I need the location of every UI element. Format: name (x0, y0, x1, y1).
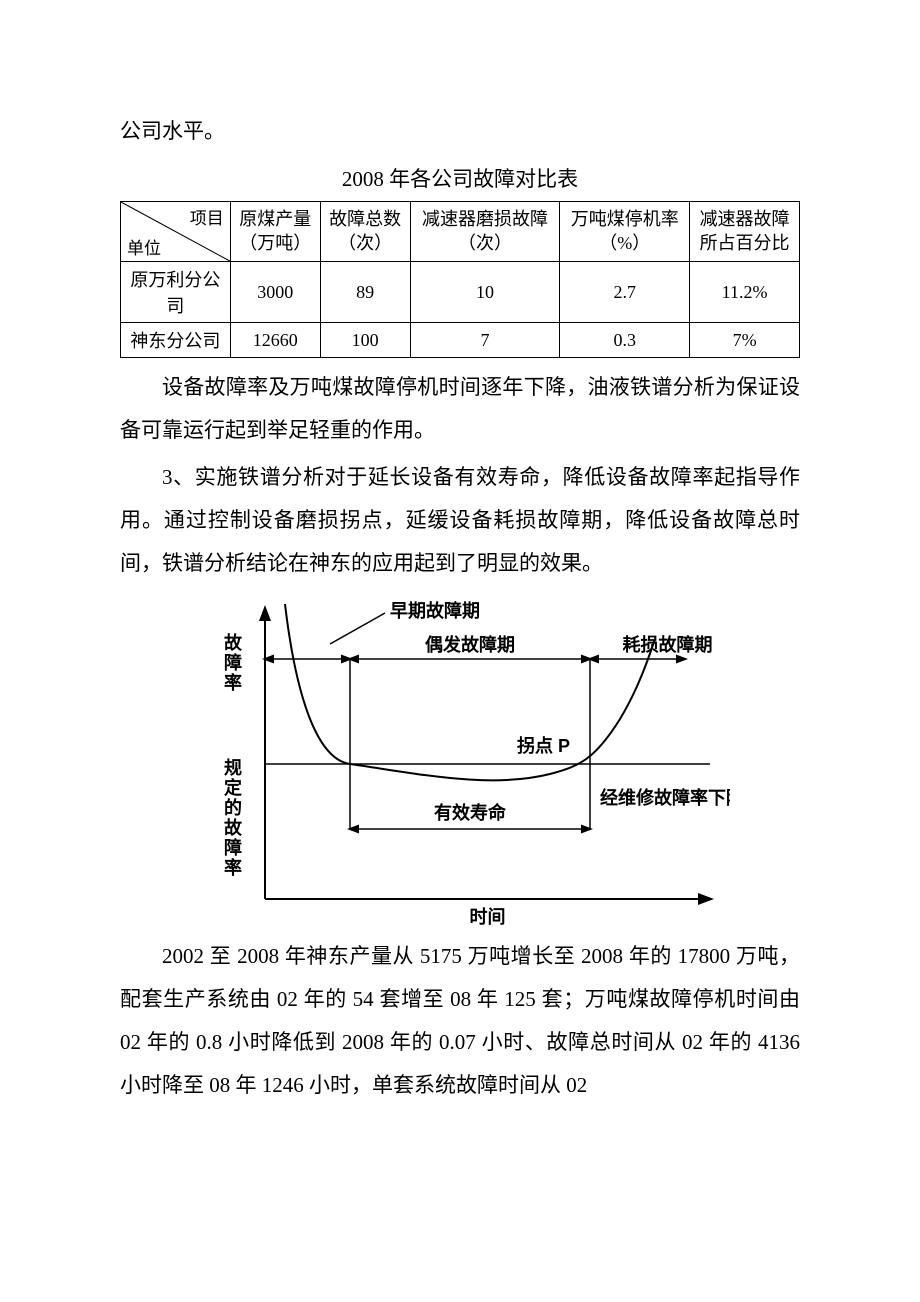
svg-text:时间: 时间 (470, 907, 506, 927)
bathtub-diagram: 早期故障期偶发故障期耗损故障期拐点 P有效寿命经维修故障率下降故障率规定的故障率… (190, 599, 730, 929)
svg-text:障: 障 (224, 837, 242, 858)
svg-text:经维修故障率下降: 经维修故障率下降 (600, 787, 730, 808)
svg-text:定: 定 (224, 777, 242, 798)
table-diagonal-header: 项目 单位 (121, 202, 231, 262)
table-title: 2008 年各公司故障对比表 (120, 163, 800, 193)
table-row: 原万利分公司300089102.711.2% (121, 262, 800, 323)
col-header: 减速器磨损故障 （次） (410, 202, 560, 262)
table-cell: 89 (320, 262, 410, 323)
row-label: 神东分公司 (121, 323, 231, 358)
col-header: 减速器故障 所占百分比 (690, 202, 800, 262)
svg-text:的: 的 (224, 797, 242, 818)
svg-text:规: 规 (224, 758, 242, 778)
svg-text:故: 故 (224, 632, 243, 653)
top-fragment: 公司水平。 (120, 110, 800, 153)
table-row: 神东分公司1266010070.37% (121, 323, 800, 358)
svg-text:偶发故障期: 偶发故障期 (425, 634, 515, 655)
para-after-table: 设备故障率及万吨煤故障停机时间逐年下降，油液铁谱分析为保证设备可靠运行起到举足轻… (120, 366, 800, 452)
svg-text:拐点 P: 拐点 P (517, 735, 570, 756)
table-cell: 7 (410, 323, 560, 358)
svg-text:早期故障期: 早期故障期 (390, 600, 480, 621)
col-header: 原煤产量 （万吨） (230, 202, 320, 262)
table-cell: 7% (690, 323, 800, 358)
svg-text:耗损故障期: 耗损故障期 (623, 634, 713, 655)
row-label: 原万利分公司 (121, 262, 231, 323)
table-cell: 11.2% (690, 262, 800, 323)
table-cell: 10 (410, 262, 560, 323)
svg-text:有效寿命: 有效寿命 (434, 802, 507, 823)
comparison-table: 项目 单位 原煤产量 （万吨） 故障总数 （次） 减速器磨损故障 （次） 万吨煤… (120, 201, 800, 358)
col-header: 万吨煤停机率 （%） (560, 202, 690, 262)
diagonal-bottom-label: 单位 (127, 234, 161, 259)
svg-text:率: 率 (224, 672, 242, 693)
col-header: 故障总数 （次） (320, 202, 410, 262)
table-cell: 100 (320, 323, 410, 358)
table-cell: 12660 (230, 323, 320, 358)
table-cell: 0.3 (560, 323, 690, 358)
table-cell: 2.7 (560, 262, 690, 323)
diagonal-top-label: 项目 (190, 204, 224, 229)
svg-text:障: 障 (224, 652, 242, 673)
svg-text:故: 故 (224, 817, 243, 838)
table-cell: 3000 (230, 262, 320, 323)
svg-text:率: 率 (224, 857, 242, 878)
para-bottom: 2002 至 2008 年神东产量从 5175 万吨增长至 2008 年的 17… (120, 935, 800, 1107)
table-header-row: 项目 单位 原煤产量 （万吨） 故障总数 （次） 减速器磨损故障 （次） 万吨煤… (121, 202, 800, 262)
para-point3: 3、实施铁谱分析对于延长设备有效寿命，降低设备故障率起指导作用。通过控制设备磨损… (120, 456, 800, 585)
